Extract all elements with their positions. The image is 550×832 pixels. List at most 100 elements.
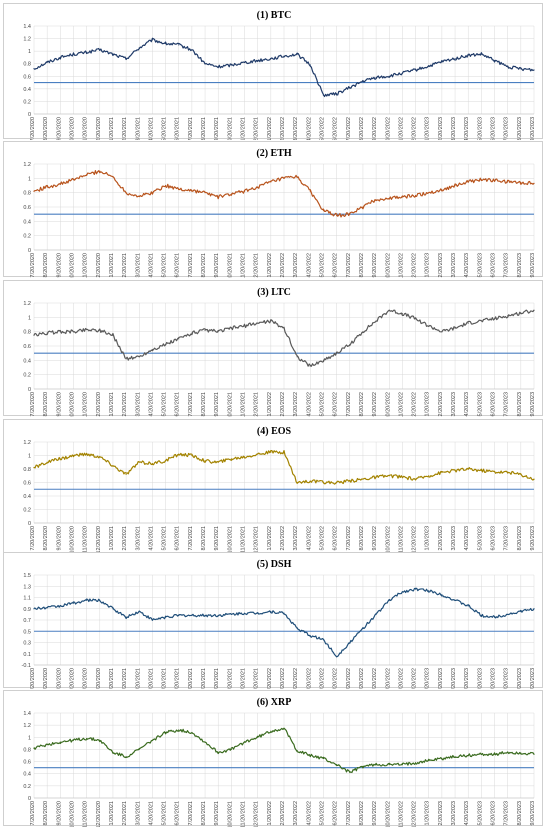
x-tick-label: 6/20/2022 bbox=[333, 801, 339, 825]
data-point bbox=[230, 193, 232, 195]
chart-svg-5: (5) DSH -0.1 0.1 0.3 0.5 0.7 0.9 1.1 1.3 1.5 7/20/… bbox=[22, 559, 536, 689]
x-tick-label: 7/20/2021 bbox=[188, 392, 194, 416]
x-tick-label: 7/20/2020 bbox=[30, 801, 36, 825]
x-tick-label: 10/20/2021 bbox=[227, 526, 233, 554]
x-tick-label: 3/20/2023 bbox=[451, 801, 457, 825]
x-tick-label: 4/20/2021 bbox=[148, 392, 154, 416]
data-point bbox=[59, 331, 61, 333]
data-point bbox=[243, 190, 246, 192]
data-point bbox=[178, 338, 180, 340]
series-line bbox=[33, 587, 535, 658]
data-point bbox=[151, 463, 154, 465]
x-tick-label: 4/20/2022 bbox=[306, 117, 312, 140]
x-tick-label: 8/20/2021 bbox=[201, 117, 207, 140]
x-tick-label: 8/20/2020 bbox=[43, 801, 49, 825]
data-point bbox=[388, 197, 390, 199]
data-point bbox=[86, 453, 88, 455]
x-tick-label: 6/20/2023 bbox=[491, 392, 497, 416]
x-tick-label: 10/20/2020 bbox=[69, 668, 75, 689]
x-tick-label: 7/20/2023 bbox=[504, 801, 510, 825]
data-point bbox=[336, 481, 338, 484]
x-tick-label: 10/20/2022 bbox=[385, 117, 391, 140]
x-tick-label: 6/20/2022 bbox=[333, 668, 339, 689]
x-tick-label: 4/20/2023 bbox=[464, 392, 470, 416]
data-point bbox=[138, 610, 140, 613]
x-tick-label: 2/20/2022 bbox=[280, 253, 286, 277]
x-tick-label: 9/20/2020 bbox=[56, 801, 62, 825]
y-tick-label: 0.9 bbox=[23, 607, 31, 613]
y-tick-label: 1.2 bbox=[23, 440, 31, 446]
data-point bbox=[46, 332, 48, 334]
x-tick-label: 6/20/2023 bbox=[491, 117, 497, 140]
data-point bbox=[72, 602, 75, 604]
data-point bbox=[138, 47, 140, 49]
x-tick-label: 1/20/2021 bbox=[109, 392, 115, 416]
data-point bbox=[138, 356, 140, 358]
y-tick-label: 1 bbox=[28, 176, 31, 182]
x-tick-label: 8/20/2020 bbox=[43, 253, 49, 277]
data-point bbox=[296, 481, 298, 484]
x-tick-label: 11/20/2020 bbox=[83, 392, 89, 417]
data-point bbox=[336, 352, 338, 354]
chart-title: (5) DSH bbox=[257, 559, 292, 570]
x-tick-label: 4/20/2023 bbox=[464, 253, 470, 277]
x-tick-label: 10/20/2021 bbox=[227, 668, 233, 689]
data-point bbox=[243, 741, 246, 743]
data-point bbox=[520, 473, 522, 475]
y-tick-label: 0.2 bbox=[23, 99, 31, 105]
data-point bbox=[204, 192, 206, 194]
data-point bbox=[414, 69, 417, 71]
x-tick-label: 3/20/2022 bbox=[293, 117, 299, 140]
data-point bbox=[414, 194, 417, 197]
data-point bbox=[270, 320, 272, 322]
y-tick-label: 1.3 bbox=[23, 584, 31, 590]
y-tick-label: 1 bbox=[28, 49, 31, 55]
x-tick-label: 6/20/2021 bbox=[175, 253, 181, 277]
data-point bbox=[125, 473, 127, 475]
chart-panel-2: (2) ETH 0 0.2 0.4 0.6 0.8 1 1.2 7/20/2020 8/20/20… bbox=[3, 141, 543, 278]
data-point bbox=[401, 313, 404, 315]
x-tick-label: 4/20/2022 bbox=[306, 526, 312, 550]
data-point bbox=[138, 195, 140, 197]
x-tick-label: 3/20/2022 bbox=[293, 526, 299, 550]
x-tick-label: 10/20/2021 bbox=[227, 392, 233, 417]
data-point bbox=[178, 188, 180, 190]
data-point bbox=[270, 730, 272, 732]
y-tick-label: 0.2 bbox=[23, 508, 31, 514]
x-tick-label: 8/20/2021 bbox=[201, 668, 207, 689]
x-tick-label: 5/20/2022 bbox=[319, 668, 325, 689]
data-point bbox=[296, 176, 298, 178]
data-point bbox=[401, 764, 404, 766]
y-tick-label: 0.2 bbox=[23, 373, 31, 379]
x-tick-label: 12/20/2020 bbox=[96, 526, 102, 554]
x-tick-label: 7/20/2020 bbox=[30, 253, 36, 277]
x-tick-label: 1/20/2023 bbox=[425, 253, 431, 277]
data-point bbox=[164, 343, 167, 346]
data-point bbox=[428, 759, 430, 761]
y-tick-label: 0.4 bbox=[23, 772, 31, 778]
chart-title: (3) LTC bbox=[257, 287, 291, 298]
x-tick-label: 8/20/2023 bbox=[517, 801, 523, 825]
data-point bbox=[441, 594, 443, 596]
data-point bbox=[388, 309, 390, 311]
y-tick-label: 0.8 bbox=[23, 747, 31, 753]
x-tick-label: 7/20/2022 bbox=[346, 801, 352, 825]
x-tick-label: 6/20/2021 bbox=[175, 526, 181, 550]
y-tick-label: 1.4 bbox=[23, 24, 31, 30]
x-tick-label: 9/20/2021 bbox=[214, 526, 220, 550]
data-point bbox=[533, 608, 535, 610]
y-tick-label: 1.4 bbox=[23, 711, 31, 717]
data-point bbox=[257, 453, 259, 455]
x-tick-label: 7/20/2023 bbox=[504, 253, 510, 277]
data-point bbox=[454, 469, 456, 471]
x-tick-label: 12/20/2021 bbox=[254, 253, 260, 278]
data-point bbox=[151, 619, 154, 621]
x-tick-label: 3/20/2021 bbox=[135, 526, 141, 550]
data-point bbox=[467, 605, 469, 607]
x-tick-label: 9/20/2021 bbox=[214, 392, 220, 416]
data-point bbox=[507, 66, 509, 68]
y-tick-label: 1 bbox=[28, 315, 31, 321]
chart-title: (2) ETH bbox=[256, 148, 292, 159]
y-tick-label: 1.5 bbox=[23, 573, 31, 579]
data-point bbox=[493, 471, 496, 473]
